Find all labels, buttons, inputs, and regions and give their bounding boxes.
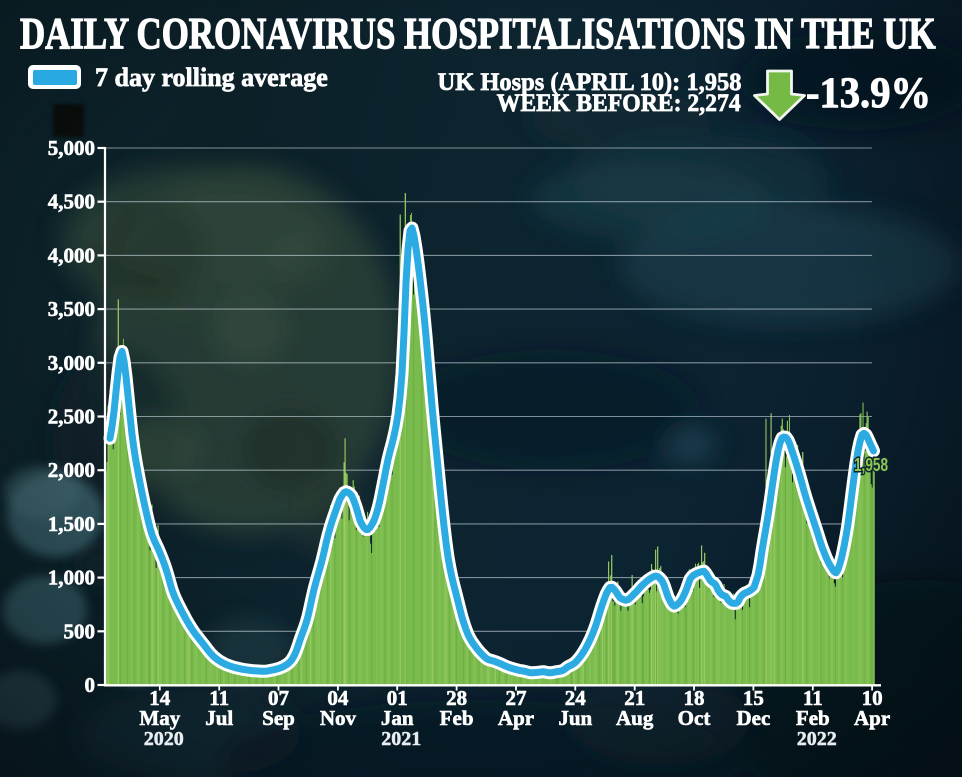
svg-text:2022: 2022 bbox=[797, 728, 837, 750]
svg-text:3,500: 3,500 bbox=[48, 297, 95, 321]
svg-text:11: 11 bbox=[803, 686, 823, 710]
svg-text:10: 10 bbox=[862, 686, 883, 710]
svg-text:1,958: 1,958 bbox=[854, 454, 888, 475]
svg-text:0: 0 bbox=[85, 673, 96, 697]
svg-text:4,000: 4,000 bbox=[48, 243, 95, 267]
svg-text:Aug: Aug bbox=[616, 706, 654, 730]
svg-text:Jan: Jan bbox=[381, 706, 414, 730]
svg-text:Jul: Jul bbox=[205, 706, 233, 730]
svg-text:07: 07 bbox=[268, 686, 289, 710]
svg-text:500: 500 bbox=[64, 619, 96, 643]
svg-text:1,500: 1,500 bbox=[48, 512, 95, 536]
svg-text:21: 21 bbox=[624, 686, 645, 710]
svg-text:Oct: Oct bbox=[678, 706, 711, 730]
svg-text:2021: 2021 bbox=[381, 728, 421, 750]
svg-text:2,000: 2,000 bbox=[48, 458, 95, 482]
svg-text:27: 27 bbox=[506, 686, 527, 710]
svg-text:Jun: Jun bbox=[558, 706, 592, 730]
svg-text:18: 18 bbox=[684, 686, 705, 710]
svg-text:15: 15 bbox=[743, 686, 764, 710]
svg-text:Apr: Apr bbox=[498, 706, 534, 730]
svg-text:2020: 2020 bbox=[144, 728, 184, 750]
svg-text:11: 11 bbox=[209, 686, 229, 710]
svg-text:2,500: 2,500 bbox=[48, 405, 95, 429]
svg-text:May: May bbox=[139, 706, 180, 730]
svg-text:Apr: Apr bbox=[854, 706, 890, 730]
svg-text:Feb: Feb bbox=[796, 706, 830, 730]
svg-text:24: 24 bbox=[565, 686, 587, 710]
svg-text:4,500: 4,500 bbox=[48, 190, 95, 214]
svg-text:1,000: 1,000 bbox=[48, 566, 95, 590]
svg-text:5,000: 5,000 bbox=[48, 136, 95, 160]
svg-text:Feb: Feb bbox=[440, 706, 474, 730]
svg-text:Dec: Dec bbox=[736, 706, 770, 730]
svg-text:Nov: Nov bbox=[320, 706, 357, 730]
svg-text:28: 28 bbox=[446, 686, 467, 710]
svg-text:04: 04 bbox=[327, 686, 349, 710]
svg-text:01: 01 bbox=[387, 686, 408, 710]
svg-text:14: 14 bbox=[149, 686, 171, 710]
svg-text:Sep: Sep bbox=[262, 706, 295, 730]
svg-text:3,000: 3,000 bbox=[48, 351, 95, 375]
